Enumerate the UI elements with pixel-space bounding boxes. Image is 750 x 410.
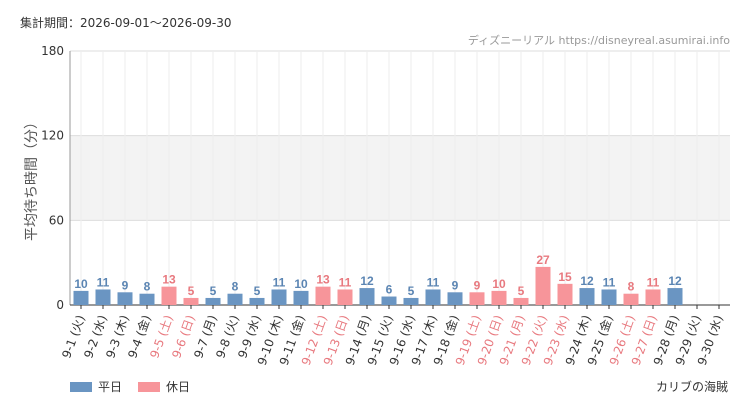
bar [359, 288, 375, 305]
bar [645, 289, 661, 305]
y-tick-label: 60 [49, 213, 64, 227]
bar-value-label: 11 [97, 275, 110, 289]
bar [469, 292, 485, 305]
y-tick-label: 180 [41, 44, 64, 58]
bar [337, 289, 353, 305]
legend-label-weekday: 平日 [98, 380, 123, 394]
bar-value-label: 11 [339, 275, 352, 289]
bar-value-label: 12 [360, 274, 374, 288]
bar-value-label: 13 [162, 273, 176, 287]
bar-value-label: 5 [210, 284, 217, 298]
bar [425, 289, 441, 305]
legend-swatch-holiday [138, 381, 161, 392]
y-tick-label: 0 [56, 298, 64, 312]
bar [315, 286, 331, 305]
bar-value-label: 8 [628, 280, 635, 294]
bar [227, 293, 243, 305]
y-axis-label: 平均待ち時間（分） [24, 115, 40, 241]
bar-value-label: 11 [647, 275, 660, 289]
bar [667, 288, 683, 305]
legend-item-weekday: 平日 [70, 378, 122, 395]
bar-value-label: 10 [492, 277, 506, 291]
bar-value-label: 10 [74, 277, 88, 291]
bar [73, 290, 89, 305]
legend-label-holiday: 休日 [166, 380, 191, 394]
bar [381, 296, 397, 305]
bar [535, 266, 551, 305]
bar [249, 297, 265, 305]
legend-item-holiday: 休日 [138, 378, 190, 395]
bar-value-label: 27 [536, 253, 550, 267]
bar-value-label: 11 [273, 275, 286, 289]
bar-value-label: 10 [294, 277, 308, 291]
bar-value-label: 8 [144, 280, 151, 294]
bar-value-label: 15 [558, 270, 572, 284]
bar-value-label: 5 [518, 284, 525, 298]
bar [293, 290, 309, 305]
legend-swatch-weekday [70, 381, 92, 392]
bar-value-label: 11 [603, 275, 616, 289]
grid-band [70, 135, 730, 221]
bar [183, 297, 199, 305]
bar-value-label: 9 [122, 278, 129, 292]
bar [95, 289, 111, 305]
bar [117, 292, 133, 305]
attraction-name: カリブの海賊 [655, 380, 728, 394]
bar [205, 297, 221, 305]
bar [557, 283, 573, 305]
bar [139, 293, 155, 305]
bar [271, 289, 287, 305]
bar-value-label: 5 [254, 284, 261, 298]
bar-value-label: 9 [474, 278, 481, 292]
bar-value-label: 8 [232, 280, 239, 294]
bar [403, 297, 419, 305]
bar-value-label: 12 [580, 274, 594, 288]
period-label: 集計期間：2026-09-01～2026-09-30 [20, 16, 232, 30]
chart-legend: 平日 休日 [70, 378, 206, 395]
bar-value-label: 5 [188, 284, 195, 298]
bar [491, 290, 507, 305]
bar [623, 293, 639, 305]
bar [447, 292, 463, 305]
bar-value-label: 12 [668, 274, 682, 288]
bar [601, 289, 617, 305]
bar-value-label: 13 [316, 273, 330, 287]
bar-value-label: 9 [452, 278, 459, 292]
bar [161, 286, 177, 305]
bar-value-label: 6 [386, 283, 393, 297]
site-credit: ディズニーリアル https://disneyreal.asumirai.inf… [467, 34, 730, 47]
bar [579, 288, 595, 305]
bar [513, 297, 529, 305]
bar-value-label: 5 [408, 284, 415, 298]
y-tick-label: 120 [41, 129, 64, 143]
bar-value-label: 11 [427, 275, 440, 289]
